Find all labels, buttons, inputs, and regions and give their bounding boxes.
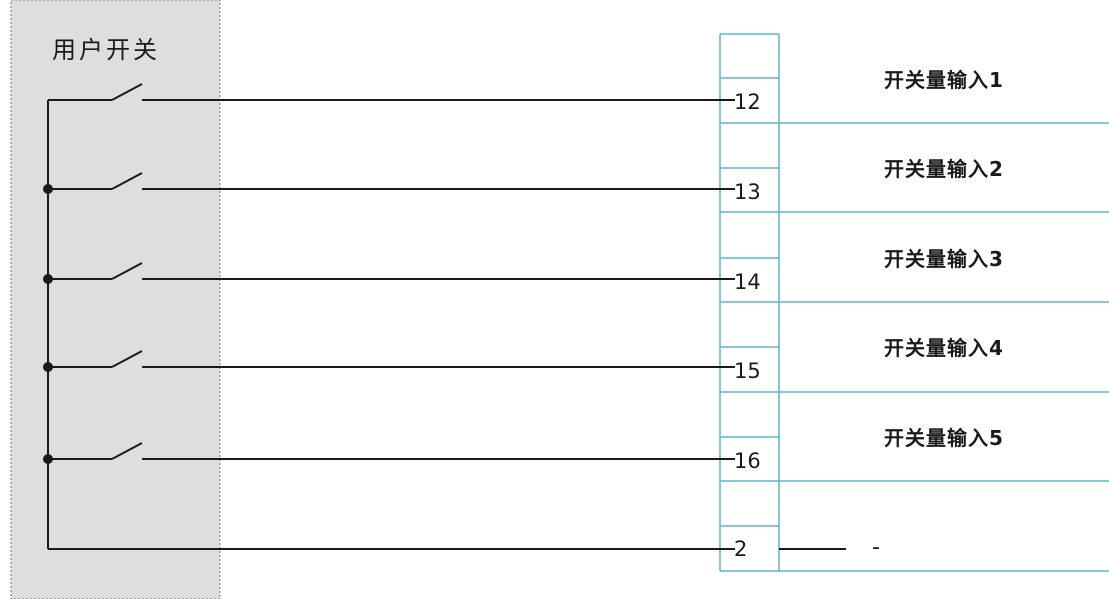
terminal-number: 14: [734, 270, 761, 294]
junction-dots: [43, 184, 53, 464]
junction-dot: [43, 274, 53, 284]
switch-1: [48, 83, 735, 101]
input-label: 开关量输入1: [884, 68, 1004, 92]
user-switch-panel: [10, 0, 221, 599]
switch-2: [48, 172, 735, 190]
input-label: 开关量输入4: [884, 336, 1004, 360]
input-label: 开关量输入3: [884, 247, 1004, 271]
terminal-number: 2: [734, 537, 748, 561]
junction-dot: [43, 184, 53, 194]
junction-dot: [43, 362, 53, 372]
input-label: 开关量输入5: [884, 426, 1004, 450]
terminal-number: 15: [734, 359, 761, 383]
switch-3: [48, 262, 735, 280]
negative-label: -: [872, 535, 880, 560]
terminal-block: [719, 33, 1109, 572]
input-label: 开关量输入2: [884, 157, 1004, 181]
terminal-number: 12: [734, 90, 761, 114]
wiring: [47, 83, 846, 550]
terminal-number: 13: [734, 180, 761, 204]
switch-5: [48, 442, 735, 460]
panel-title: 用户开关: [52, 36, 160, 64]
switch-4: [48, 350, 735, 368]
terminal-number: 16: [734, 449, 761, 473]
junction-dot: [43, 454, 53, 464]
